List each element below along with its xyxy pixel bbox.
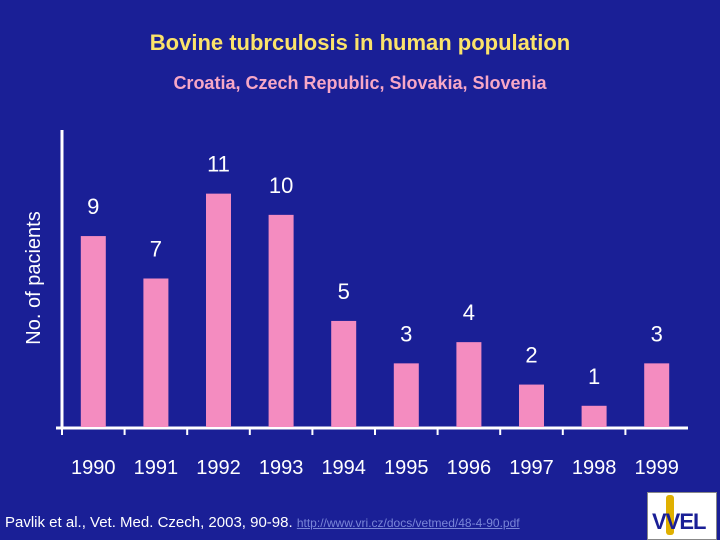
x-tick-label-1992: 1992 [196, 457, 241, 479]
x-ticks-group [61, 427, 627, 435]
data-label-1994: 5 [338, 279, 350, 304]
bar-1990 [80, 236, 106, 427]
data-label-1995: 3 [400, 321, 412, 346]
data-label-1990: 9 [87, 194, 99, 219]
bar-1991 [143, 278, 169, 427]
data-label-1991: 7 [150, 237, 162, 262]
data-label-1997: 2 [525, 343, 537, 368]
x-tick-label-1994: 1994 [321, 457, 366, 479]
chart-axes [56, 130, 688, 430]
bar-1999 [644, 363, 670, 427]
x-tick-label-1998: 1998 [572, 457, 617, 479]
bar-1996 [456, 342, 482, 427]
data-label-1999: 3 [651, 321, 663, 346]
logo-text: VVEL [652, 509, 706, 534]
institute-logo: VVEL [647, 492, 717, 540]
data-labels-group: 9 7 11 10 5 3 4 2 1 3 [87, 152, 663, 389]
x-tick-label-1997: 1997 [509, 457, 554, 479]
bar-1998 [581, 405, 607, 427]
bars-group [80, 193, 670, 427]
data-label-1998: 1 [588, 364, 600, 389]
data-label-1993: 10 [269, 173, 293, 198]
data-label-1992: 11 [207, 152, 230, 177]
bar-1997 [519, 384, 544, 427]
x-tick-label-1999: 1999 [634, 457, 679, 479]
bar-1992 [206, 193, 231, 427]
bar-1994 [331, 320, 357, 427]
x-tick-labels-group: 1990 1991 1992 1993 1994 1995 1996 1997 1998 1999 [71, 457, 679, 479]
y-axis-label: No. of pacients [23, 211, 45, 344]
source-link[interactable]: http://www.vri.cz/docs/vetmed/48-4-90.pd… [296, 516, 520, 530]
bar-1995 [393, 363, 419, 427]
data-label-1996: 4 [463, 300, 475, 325]
x-tick-label-1996: 1996 [447, 457, 492, 479]
x-tick-label-1993: 1993 [259, 457, 304, 479]
x-tick-label-1991: 1991 [134, 457, 179, 479]
x-tick-label-1990: 1990 [71, 457, 116, 479]
bar-1993 [268, 214, 294, 427]
citation-text: Pavlik et al., Vet. Med. Czech, 2003, 90… [5, 514, 293, 531]
logo-mark-icon [666, 495, 674, 535]
x-tick-label-1995: 1995 [384, 457, 429, 479]
chart-title: Bovine tubrculosis in human population [149, 30, 571, 55]
citation: Pavlik et al., Vet. Med. Czech, 2003, 90… [5, 514, 520, 531]
chart-subtitle: Croatia, Czech Republic, Slovakia, Slove… [173, 73, 547, 93]
